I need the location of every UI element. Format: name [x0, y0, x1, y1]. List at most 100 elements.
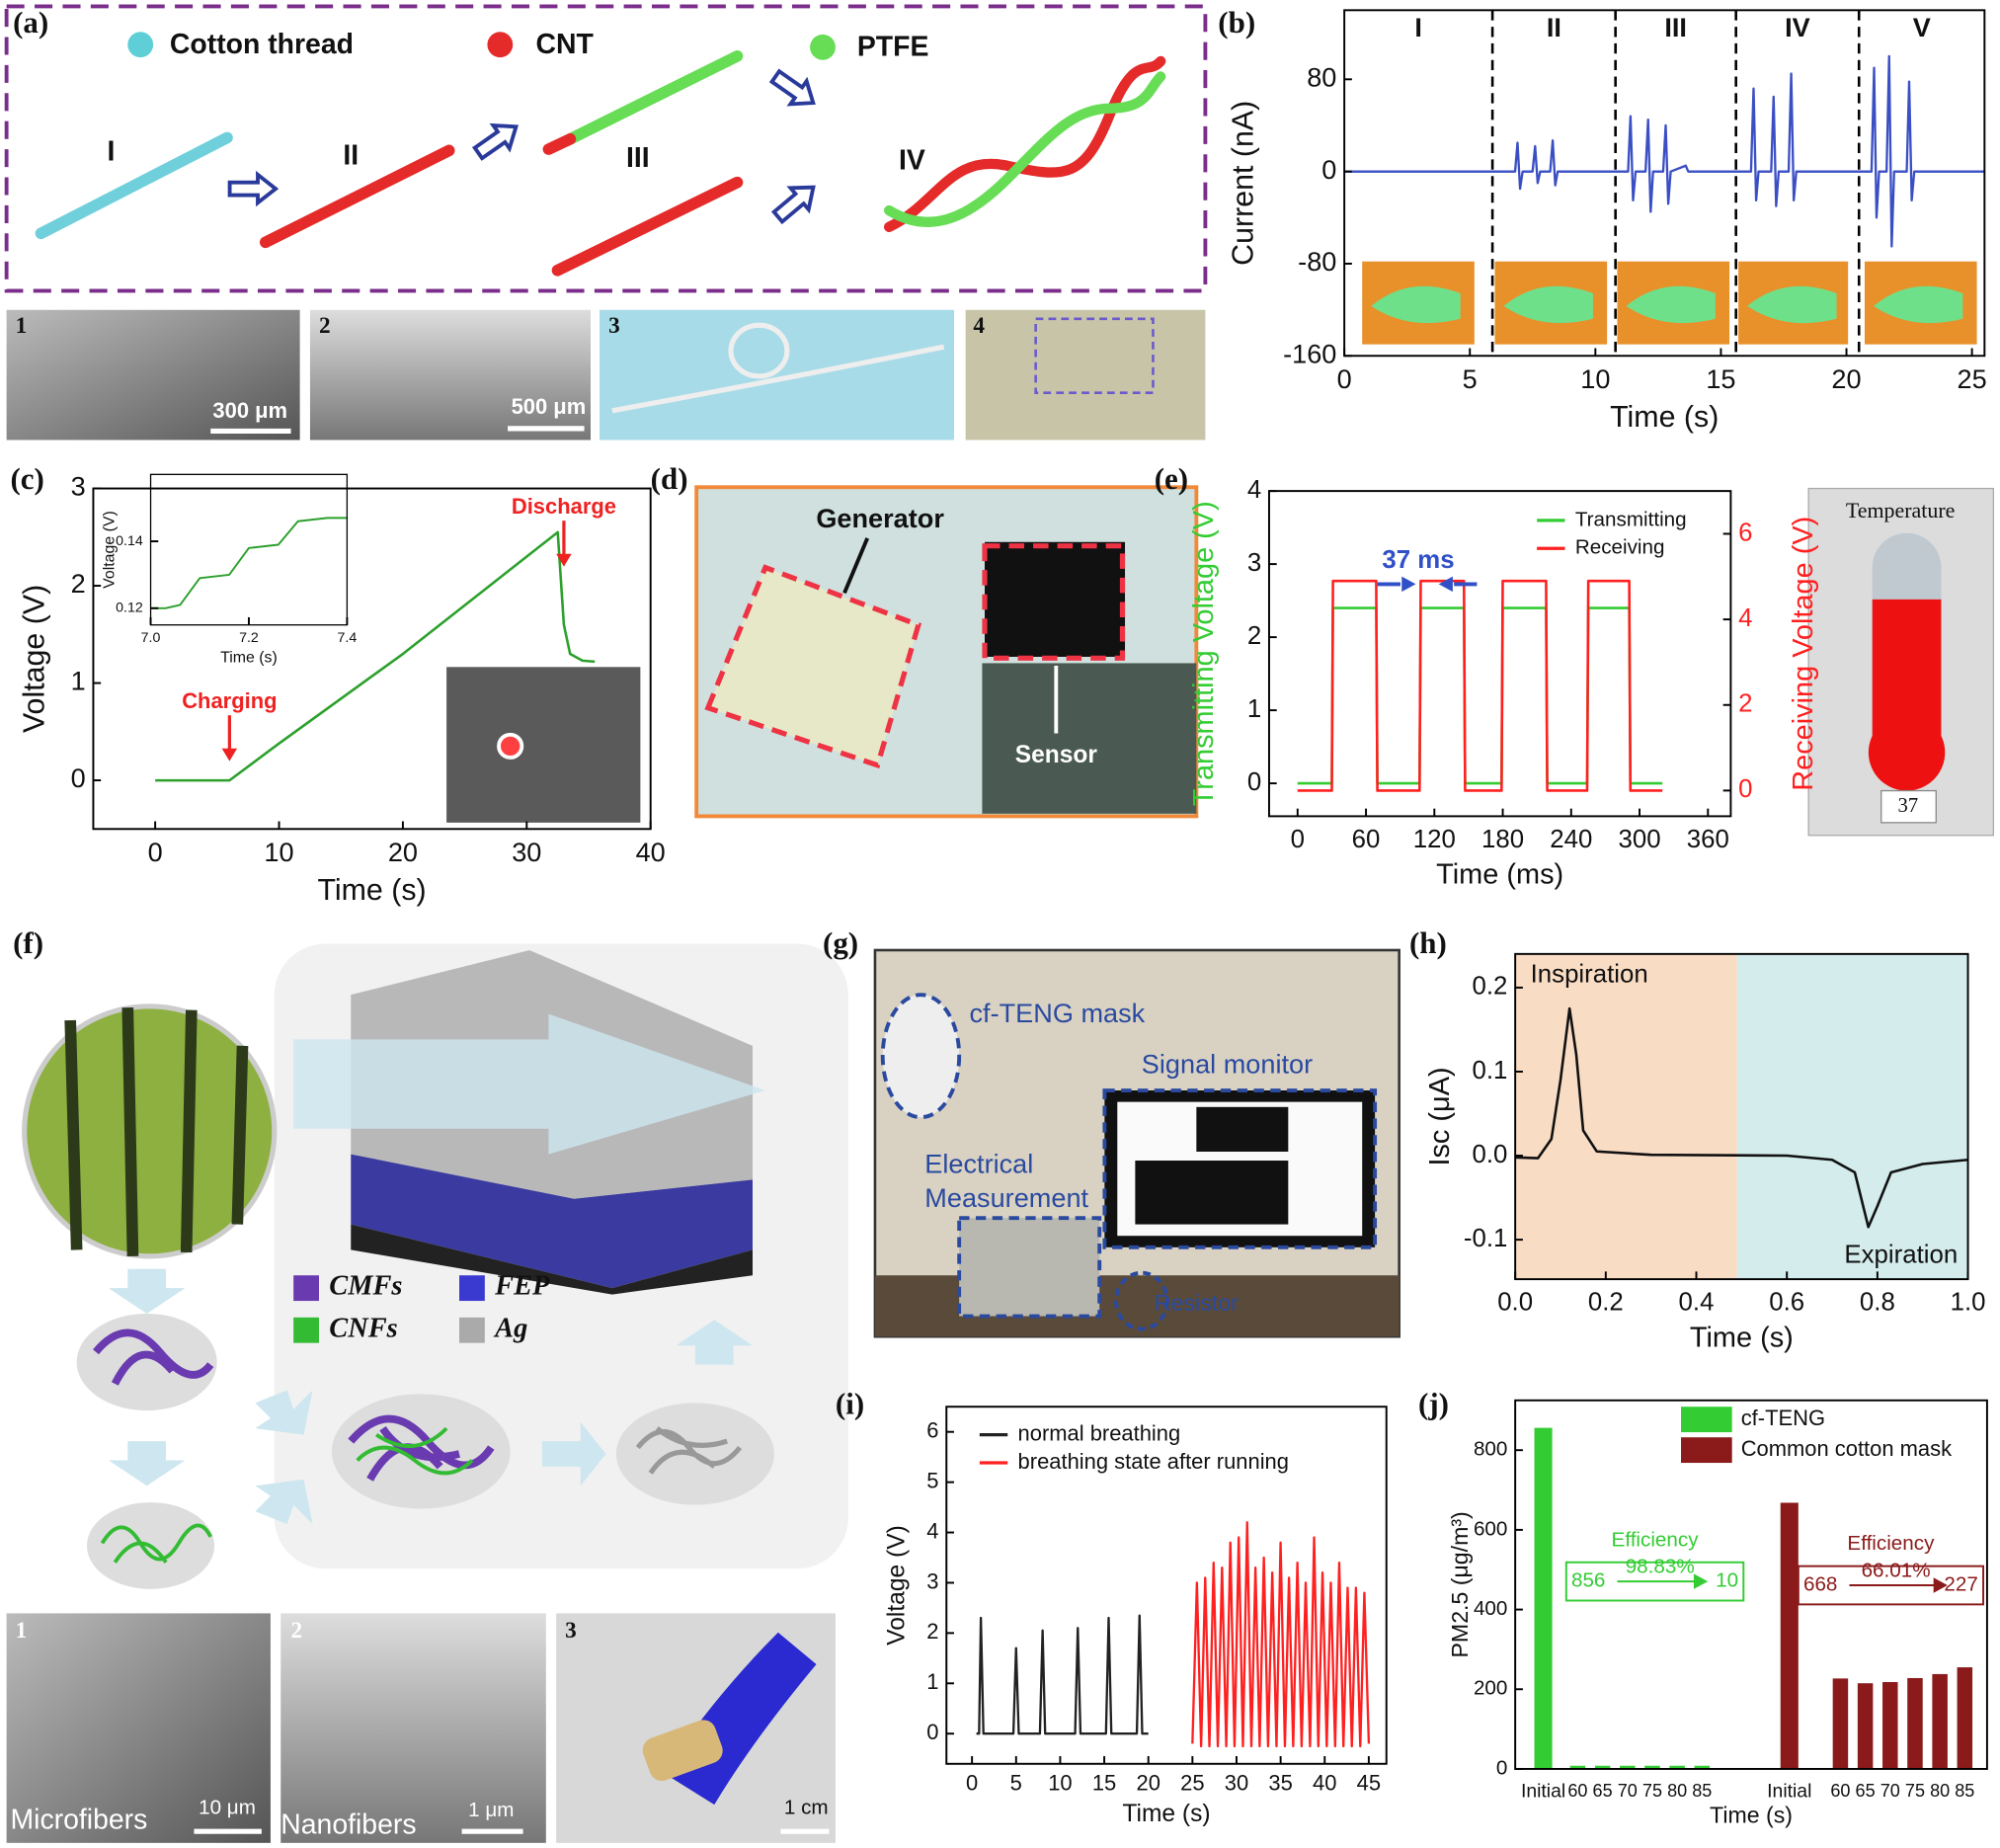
- x-tick-label: 10: [1048, 1770, 1072, 1795]
- arrow: [227, 170, 280, 207]
- mask-highlight: [880, 993, 962, 1120]
- region-label: V: [1913, 12, 1931, 42]
- panel-label: (g): [823, 925, 858, 960]
- y-tick-label: 4: [1247, 476, 1261, 504]
- x-tick-label: 0.2: [1588, 1288, 1624, 1316]
- data-line: [1191, 1521, 1371, 1748]
- thread-loop: [728, 322, 790, 379]
- tree: [231, 1045, 249, 1225]
- bar: [1932, 1673, 1948, 1769]
- panel-label: (b): [1218, 5, 1255, 40]
- arrow-head: [1693, 1573, 1709, 1589]
- annotation: Charging: [182, 688, 277, 713]
- x-tick-label: 240: [1550, 826, 1592, 853]
- arrow-head: [556, 553, 572, 567]
- bar: [1907, 1677, 1923, 1769]
- plot-frame: [945, 1406, 1388, 1765]
- caption: Nanofibers: [280, 1809, 416, 1841]
- x-tick-label: 360: [1687, 826, 1729, 853]
- data-line: [150, 517, 348, 609]
- x-tick-label: 20: [388, 837, 418, 867]
- cnf-fibers: [100, 1523, 212, 1564]
- x-tick-label: 0.4: [1679, 1288, 1715, 1316]
- efficiency-title: Efficiency: [1847, 1532, 1935, 1555]
- x-tick-label: 5: [1463, 363, 1478, 394]
- y-tick-label: 3: [1247, 549, 1261, 577]
- tree: [121, 1006, 139, 1256]
- bulb: [1868, 714, 1946, 791]
- x-axis-label: Time (ms): [1436, 859, 1563, 891]
- sem-image: [6, 1613, 271, 1843]
- y-tick-label: 1: [926, 1669, 938, 1694]
- legend-text: Cotton thread: [170, 29, 354, 60]
- bar: [1644, 1765, 1660, 1769]
- legend-label: normal breathing: [1018, 1420, 1181, 1445]
- wristband: [985, 541, 1126, 657]
- legend-label: breathing state after running: [1018, 1449, 1289, 1474]
- x-tick-label: 180: [1481, 826, 1524, 853]
- arrow: [255, 1390, 313, 1435]
- panel-label: (j): [1418, 1386, 1449, 1420]
- twisted-cnt: [883, 55, 1166, 233]
- y-tick-label: 80: [1307, 61, 1336, 92]
- bar: [1669, 1765, 1685, 1769]
- x-tick-label: 60: [1567, 1781, 1587, 1801]
- bar: [1594, 1765, 1611, 1769]
- label: Electrical: [924, 1148, 1033, 1178]
- x-tick-label: 300: [1619, 826, 1661, 853]
- efficiency-box: [1564, 1561, 1745, 1602]
- x-tick-label: Initial: [1767, 1780, 1811, 1802]
- legend-label: Transmitting: [1575, 508, 1687, 530]
- panel-label: (e): [1155, 461, 1188, 496]
- y-tick-label: 0.14: [116, 533, 143, 549]
- pointer: [842, 537, 869, 595]
- scale-text: 300 μm: [212, 398, 287, 423]
- y-tick-label: -0.1: [1464, 1225, 1507, 1252]
- caption: Microfibers: [11, 1804, 148, 1835]
- data-line: [976, 1614, 1149, 1735]
- cnt-rod: [259, 144, 455, 249]
- step-label: IV: [899, 144, 925, 176]
- x-tick-label: 25: [1180, 1770, 1204, 1795]
- y-tick-label: -80: [1298, 246, 1336, 277]
- region-label: IV: [1785, 12, 1810, 42]
- x-tick-label: 65: [1856, 1781, 1876, 1801]
- cnt-rod: [551, 176, 744, 277]
- x-tick-label: 30: [512, 837, 541, 867]
- plot-frame: [1267, 490, 1732, 818]
- reading: 37: [1898, 795, 1919, 817]
- x-tick-label: 45: [1357, 1770, 1381, 1795]
- arrow: [108, 1441, 186, 1486]
- y2-tick-label: 0: [1738, 775, 1752, 803]
- efficiency-title: Efficiency: [1612, 1528, 1700, 1551]
- image-label: 2: [291, 1618, 303, 1644]
- y-tick-label: 4: [926, 1518, 938, 1543]
- label: Generator: [816, 503, 944, 533]
- arrow: [471, 122, 520, 161]
- region-label: Inspiration: [1531, 961, 1648, 989]
- x-tick-label: 30: [1225, 1770, 1248, 1795]
- region: [1515, 953, 1737, 1280]
- down-arrows: [108, 1268, 754, 1525]
- x-tick-label: 40: [1313, 1770, 1336, 1795]
- step-label: II: [343, 139, 359, 171]
- tree: [64, 1019, 83, 1250]
- sem-image: [280, 1613, 546, 1843]
- data-line: [155, 530, 596, 782]
- plot-frame: [1514, 952, 1969, 1281]
- legend-swatch: [293, 1317, 319, 1343]
- x-tick-label: 60: [1830, 1781, 1850, 1801]
- arrow: [676, 1320, 754, 1365]
- legend-swatch: [1681, 1406, 1732, 1433]
- x-tick-label: 75: [1642, 1781, 1662, 1801]
- data-line: [1297, 606, 1663, 785]
- tree: [180, 1009, 198, 1253]
- region-label: III: [1664, 12, 1687, 42]
- label: Resistor: [1155, 1290, 1239, 1316]
- y-tick-label: 2: [926, 1619, 938, 1644]
- x-tick-label: 85: [1955, 1781, 1974, 1801]
- y-tick-label: 0.1: [1473, 1057, 1508, 1085]
- panel-label: (f): [13, 925, 43, 960]
- fiber-bubble: [76, 1313, 217, 1411]
